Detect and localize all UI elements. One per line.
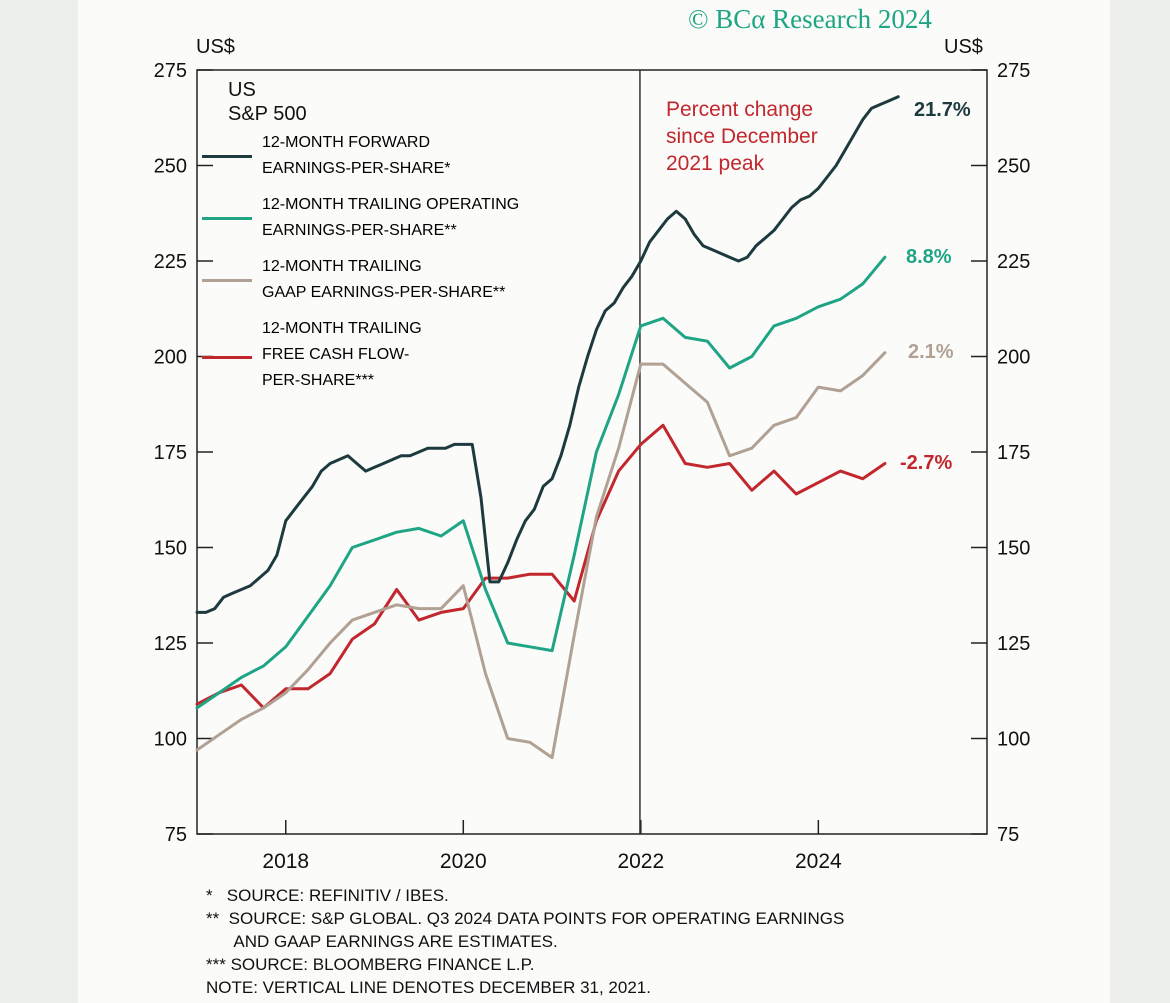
footnote-line: AND GAAP EARNINGS ARE ESTIMATES. bbox=[206, 932, 558, 951]
legend-label-line: 12-MONTH FORWARD bbox=[262, 134, 430, 151]
legend-label-line: PER-SHARE*** bbox=[262, 372, 375, 389]
legend-title-line1: US bbox=[228, 79, 256, 101]
y-tick-label-left: 75 bbox=[165, 824, 187, 846]
plot-frame bbox=[196, 69, 988, 835]
footnote-line: ** SOURCE: S&P GLOBAL. Q3 2024 DATA POIN… bbox=[206, 909, 845, 928]
y-tick-label-right: 150 bbox=[997, 538, 1030, 560]
end-label-operating-eps: 8.8% bbox=[906, 246, 952, 268]
series-line-fcf-ps bbox=[195, 423, 887, 710]
legend-label-line: 12-MONTH TRAILING bbox=[262, 320, 422, 337]
y-tick-label-right: 100 bbox=[997, 729, 1030, 751]
legend-title-line2: S&P 500 bbox=[228, 103, 307, 125]
legend-label-line: GAAP EARNINGS-PER-SHARE** bbox=[262, 284, 506, 301]
y-tick-label-left: 125 bbox=[154, 633, 187, 655]
y-tick-label-right: 200 bbox=[997, 347, 1030, 369]
series-line-operating-eps bbox=[195, 255, 887, 710]
legend-label-line: FREE CASH FLOW- bbox=[262, 346, 410, 363]
y-tick-label-left: 175 bbox=[154, 442, 187, 464]
legend-swatch-operating-eps bbox=[202, 217, 252, 220]
y-tick-label-right: 125 bbox=[997, 633, 1030, 655]
y-tick-label-left: 275 bbox=[154, 60, 187, 82]
legend-label-line: EARNINGS-PER-SHARE** bbox=[262, 222, 457, 239]
series-line-forward-eps bbox=[195, 95, 900, 614]
annotation-line: Percent change bbox=[666, 98, 814, 121]
x-tick-label: 2022 bbox=[617, 850, 664, 873]
legend-swatch-forward-eps bbox=[202, 155, 252, 158]
legend-swatch-gaap-eps bbox=[202, 279, 252, 282]
chart-card bbox=[78, 0, 1110, 1003]
y-tick-label-left: 200 bbox=[154, 347, 187, 369]
y-tick-label-right: 250 bbox=[997, 156, 1030, 178]
left-axis-unit: US$ bbox=[196, 36, 235, 58]
legend-swatch-fcf-ps bbox=[202, 356, 252, 359]
footnote-line: *** SOURCE: BLOOMBERG FINANCE L.P. bbox=[206, 955, 535, 974]
y-tick-label-right: 175 bbox=[997, 442, 1030, 464]
legend-label-line: EARNINGS-PER-SHARE* bbox=[262, 160, 451, 177]
y-tick-label-left: 225 bbox=[154, 251, 187, 273]
y-tick-label-right: 275 bbox=[997, 60, 1030, 82]
end-label-forward-eps: 21.7% bbox=[914, 99, 971, 121]
footnotes: * SOURCE: REFINITIV / IBES. ** SOURCE: S… bbox=[206, 884, 844, 999]
x-tick-label: 2024 bbox=[795, 850, 842, 873]
legend-title: US S&P 500 bbox=[228, 78, 307, 126]
annotation-line: 2021 peak bbox=[666, 152, 765, 175]
legend-label-line: 12-MONTH TRAILING bbox=[262, 258, 422, 275]
y-tick-label-right: 75 bbox=[997, 824, 1019, 846]
copyright-text: © BCα Research 2024 bbox=[688, 4, 932, 34]
annotation-line: since December bbox=[666, 125, 818, 148]
end-label-gaap-eps: 2.1% bbox=[908, 341, 954, 363]
x-tick-label: 2018 bbox=[262, 850, 309, 873]
series-line-gaap-eps bbox=[195, 351, 887, 760]
footnote-line: NOTE: VERTICAL LINE DENOTES DECEMBER 31,… bbox=[206, 978, 651, 997]
x-tick-label: 2020 bbox=[440, 850, 487, 873]
peak-annotation: Percent change since December 2021 peak bbox=[666, 96, 818, 177]
legend-label-line: 12-MONTH TRAILING OPERATING bbox=[262, 196, 520, 213]
footnote-line: * SOURCE: REFINITIV / IBES. bbox=[206, 886, 449, 905]
y-tick-label-left: 250 bbox=[154, 156, 187, 178]
end-label-fcf-ps: -2.7% bbox=[900, 452, 953, 474]
y-tick-label-left: 100 bbox=[154, 729, 187, 751]
y-tick-label-left: 150 bbox=[154, 538, 187, 560]
y-tick-label-right: 225 bbox=[997, 251, 1030, 273]
right-axis-unit: US$ bbox=[944, 36, 983, 58]
